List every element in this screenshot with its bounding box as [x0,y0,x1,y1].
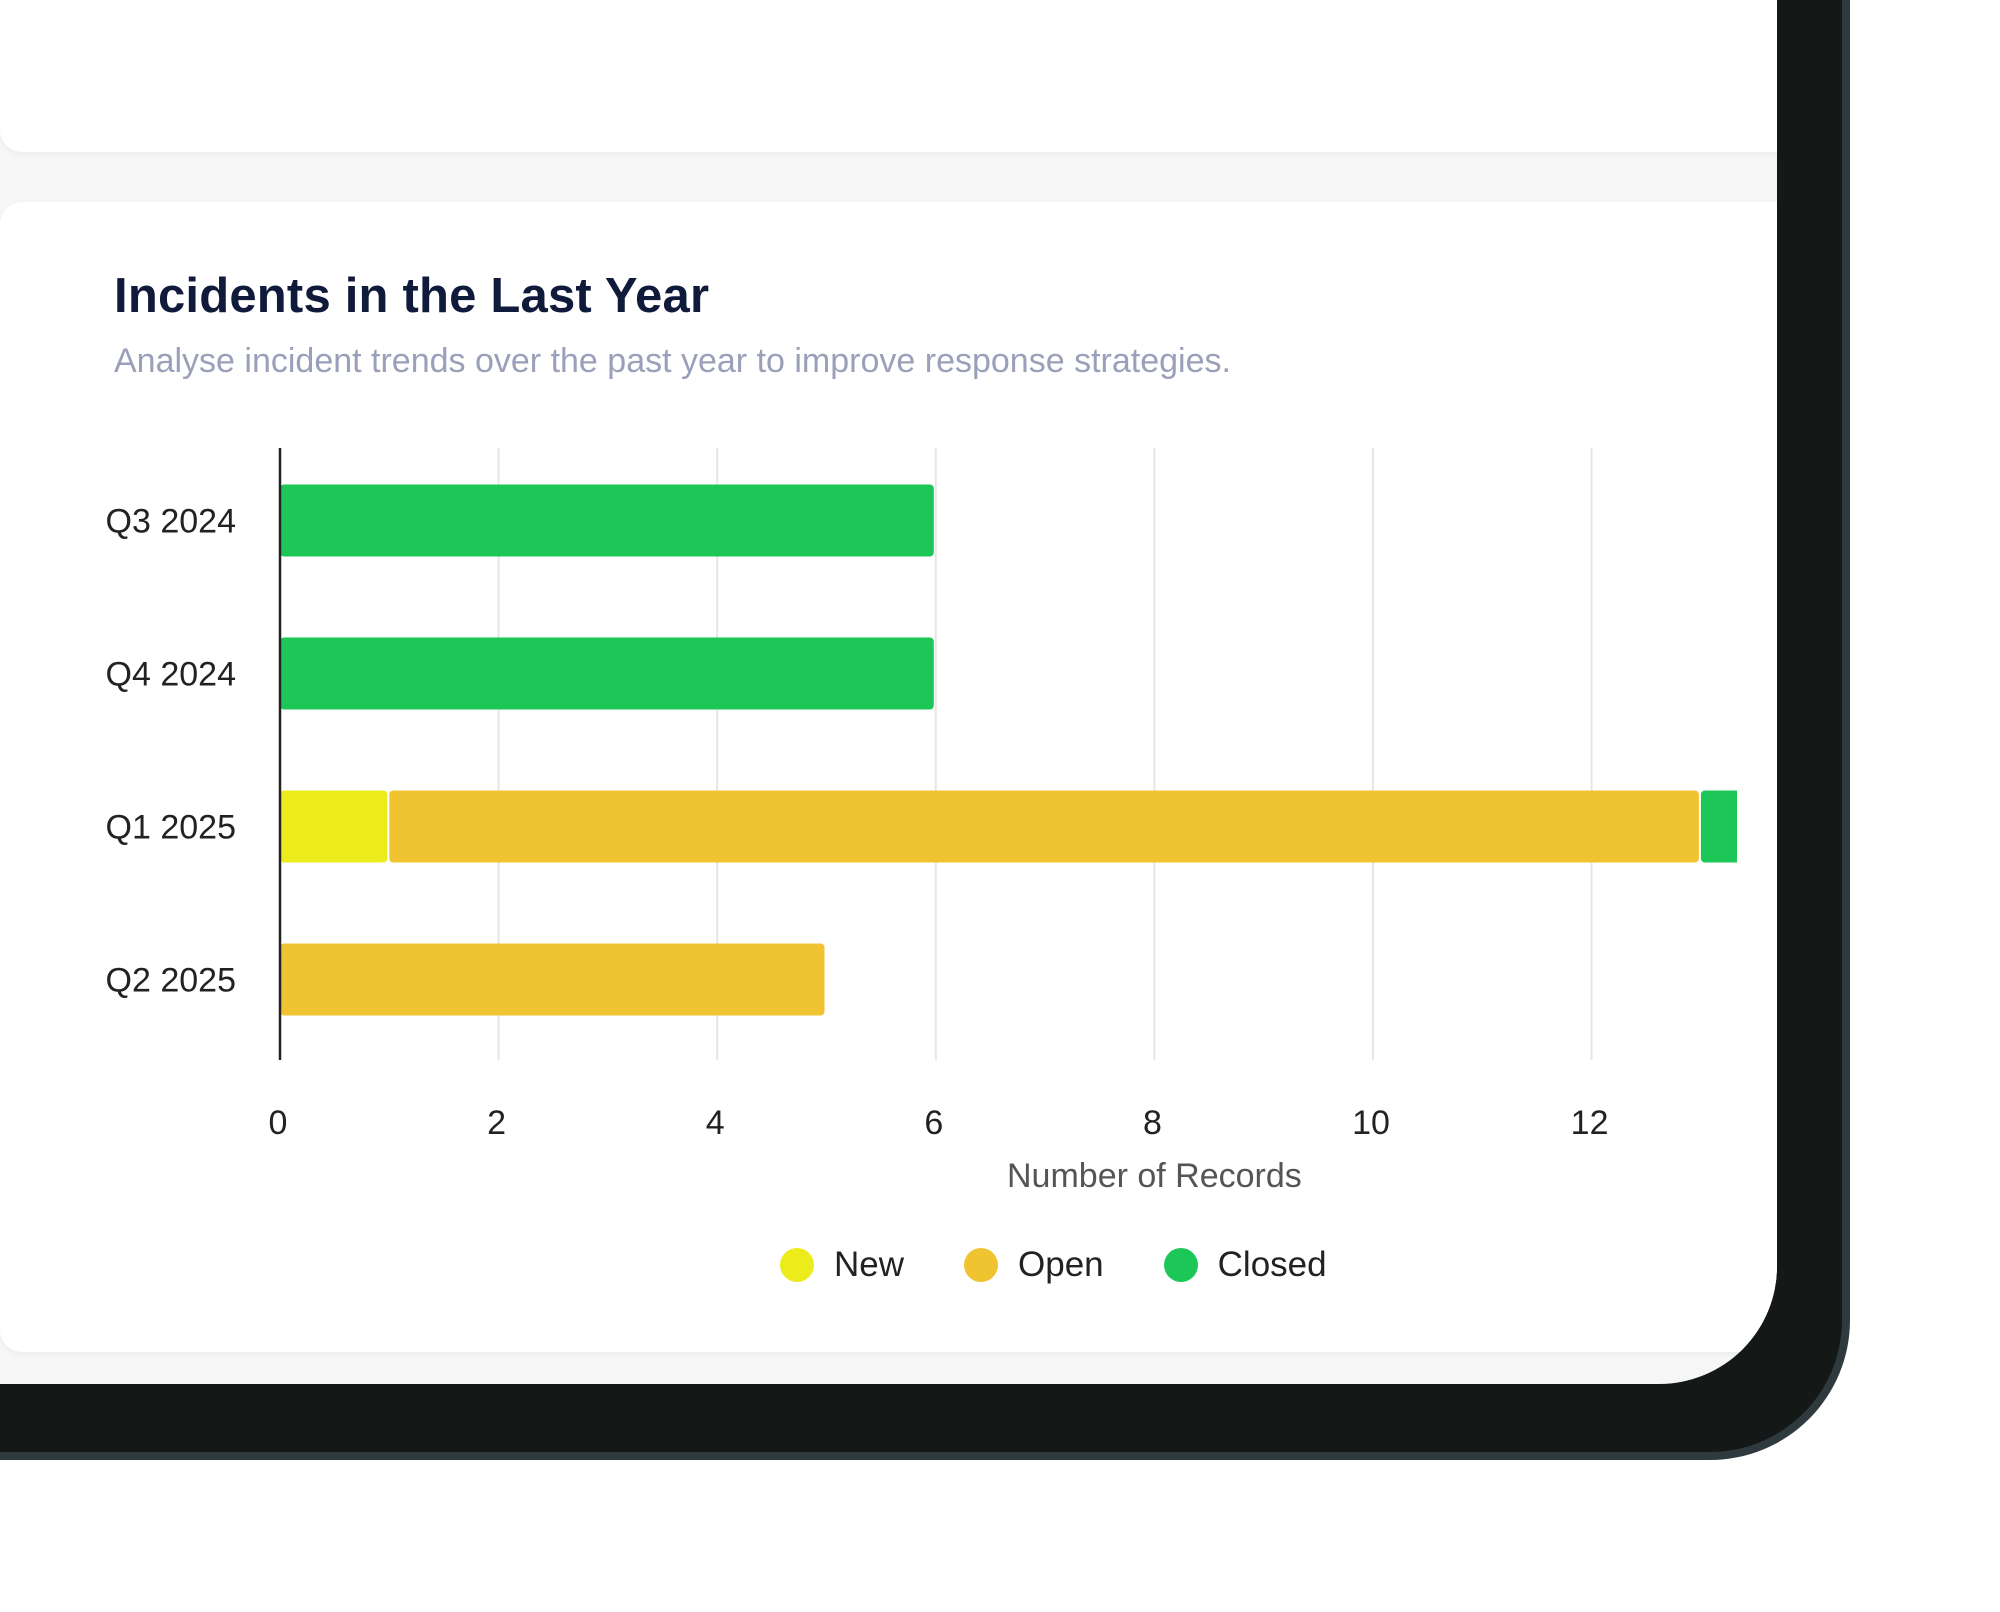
chart-card [0,202,1777,1352]
incidents-bar-chart: Q3 2024 Q4 2024 Q1 2025 Q2 2025 0 2 4 6 8 10 12 Num… [106,448,1737,1195]
x-tick-label: 0 [269,1104,288,1142]
x-tick-label: 12 [1571,1104,1609,1142]
x-tick-label: 2 [487,1104,506,1142]
legend-label-open: Open [1018,1245,1104,1284]
legend-label-closed: Closed [1217,1245,1327,1284]
x-tick-label: 6 [924,1104,943,1142]
legend-label-new: New [834,1245,905,1284]
y-tick-label: Q1 2025 [106,809,236,847]
legend-item-new[interactable]: New [780,1245,904,1285]
y-tick-label: Q3 2024 [106,503,236,541]
bar-closed-q4-2024[interactable] [280,637,934,710]
bar-closed-q3-2024[interactable] [280,484,934,557]
legend-item-open[interactable]: Open [964,1245,1104,1285]
legend-item-closed[interactable]: Closed [1163,1245,1327,1285]
chart-title: Incidents in the Last Year [114,269,710,323]
chart-legend: New Open Closed [780,1240,1387,1290]
legend-swatch-open [964,1248,999,1282]
bar-open-q1-2025[interactable] [389,790,1699,863]
bar-new-q1-2025[interactable] [280,790,388,863]
x-tick-label: 4 [706,1104,725,1142]
legend-swatch-closed [1163,1248,1198,1282]
x-tick-label: 10 [1352,1104,1390,1142]
bar-open-q2-2025[interactable] [280,943,825,1016]
y-tick-label: Q2 2025 [106,962,236,1000]
legend-swatch-new [780,1248,814,1282]
x-axis-title: Number of Records [1007,1157,1302,1195]
bar-closed-q1-2025[interactable] [1700,790,1737,863]
y-tick-label: Q4 2024 [106,656,236,694]
top-card [0,0,1777,152]
x-tick-label: 8 [1143,1104,1162,1142]
chart-subtitle: Analyse incident trends over the past ye… [114,342,1231,380]
